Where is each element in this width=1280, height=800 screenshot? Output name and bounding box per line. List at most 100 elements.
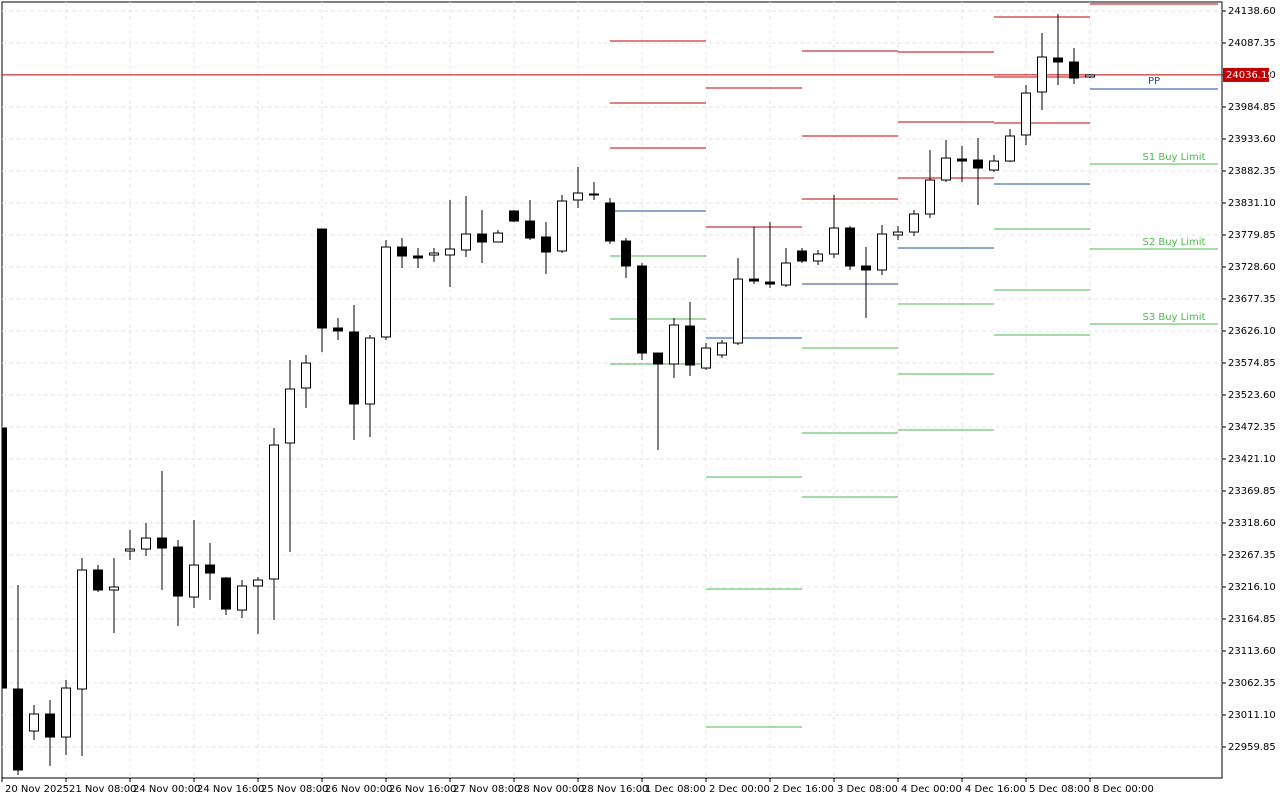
candle-body [509,210,519,222]
y-tick-label: 23318.60 [1228,518,1276,529]
candle-body [621,240,631,267]
candle-body [125,548,135,552]
y-tick-label: 23011.10 [1228,710,1276,721]
y-tick-label: 23523.60 [1228,390,1276,401]
candle-body [285,388,295,444]
x-tick-label: 24 Nov 00:00 [133,784,200,795]
candle-body [2,427,7,689]
candle-body [333,327,343,332]
plot-frame [1,1,1223,779]
pivot-label: PP [1148,76,1160,87]
candle-body [269,444,279,580]
y-tick-label: 23369.85 [1228,486,1276,497]
y-tick-label: 23984.85 [1228,102,1276,113]
candle-body [45,713,55,738]
candle-body [781,262,791,286]
candle-body [173,546,183,597]
x-tick-label: 28 Nov 16:00 [581,784,648,795]
x-tick-label: 27 Nov 08:00 [453,784,520,795]
candle-body [477,233,487,243]
candle-body [461,233,471,251]
y-tick-label: 23062.35 [1228,678,1276,689]
axes-layer: 24138.6024087.3524036.1023984.8523933.60… [1,6,1276,795]
candle-body [941,157,951,181]
candle-body [349,331,359,405]
candle-body [61,687,71,738]
candle-body [1021,92,1031,136]
grid-layer [2,2,1222,778]
y-tick-label: 23933.60 [1228,134,1276,145]
x-tick-label: 28 Nov 00:00 [517,784,584,795]
candle-body [701,347,711,369]
candle-body [829,227,839,255]
candles-layer [2,13,1095,776]
candle-body [573,192,583,201]
candle-body [557,200,567,252]
candle-body [445,248,455,256]
x-tick-label: 2 Dec 00:00 [709,784,770,795]
candle-body [429,252,439,256]
candle-body [1037,56,1047,93]
x-tick-label: 8 Dec 00:00 [1093,784,1154,795]
x-tick-label: 26 Nov 16:00 [389,784,456,795]
x-tick-label: 24 Nov 16:00 [197,784,264,795]
candle-body [525,220,535,239]
x-tick-label: 1 Dec 08:00 [645,784,706,795]
support-label: S2 Buy Limit [1143,237,1206,248]
candle-body [221,577,231,610]
candle-body [925,179,935,215]
candle-body [637,265,647,354]
y-tick-label: 23831.10 [1228,198,1276,209]
candle-body [301,362,311,389]
y-tick-label: 23779.85 [1228,230,1276,241]
candle-body [973,159,983,169]
candle-body [733,278,743,344]
x-tick-label: 5 Dec 08:00 [1029,784,1090,795]
candle-body [93,569,103,591]
candle-body [365,337,375,405]
x-tick-label: 3 Dec 08:00 [837,784,898,795]
candle-body [1085,74,1095,78]
current-price-tag [1223,67,1269,82]
candle-body [893,231,903,236]
candle-body [669,324,679,365]
candle-body [13,688,23,771]
y-tick-label: 24087.35 [1228,38,1276,49]
candle-body [989,160,999,171]
candle-body [749,278,759,282]
x-tick-label: 21 Nov 08:00 [69,784,136,795]
candle-body [685,325,695,366]
candle-body [381,246,391,338]
candle-body [413,255,423,259]
y-tick-label: 23216.10 [1228,582,1276,593]
y-tick-label: 23164.85 [1228,614,1276,625]
y-tick-label: 23421.10 [1228,454,1276,465]
y-tick-label: 23626.10 [1228,326,1276,337]
candle-body [317,228,327,329]
candle-body [1069,61,1079,79]
candle-body [653,352,663,365]
candle-body [141,537,151,550]
candle-body [1053,57,1063,63]
candle-body [861,265,871,271]
candle-body [157,537,167,549]
candle-body [877,233,887,271]
candle-body [717,342,727,356]
y-tick-label: 23267.35 [1228,550,1276,561]
support-label: S1 Buy Limit [1143,152,1206,163]
candle-body [253,579,263,587]
candle-body [1005,135,1015,162]
candle-body [589,193,599,196]
x-tick-label: 2 Dec 16:00 [773,784,834,795]
candle-body [765,281,775,285]
y-tick-label: 23677.35 [1228,294,1276,305]
candle-body [237,585,247,611]
y-tick-label: 23882.35 [1228,166,1276,177]
y-tick-label: 24138.60 [1228,6,1276,17]
y-tick-label: 23574.85 [1228,358,1276,369]
x-tick-label: 20 Nov 2025 [5,784,69,795]
y-tick-label: 23728.60 [1228,262,1276,273]
x-tick-label: 4 Dec 00:00 [901,784,962,795]
candle-body [909,213,919,233]
